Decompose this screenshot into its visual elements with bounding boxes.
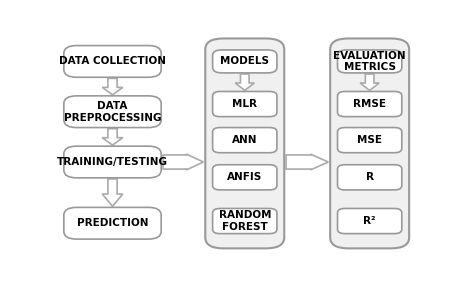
Text: TRAINING/TESTING: TRAINING/TESTING (57, 157, 168, 167)
Polygon shape (286, 154, 328, 170)
Text: MSE: MSE (357, 135, 382, 145)
Polygon shape (102, 78, 123, 95)
Polygon shape (360, 74, 379, 90)
Text: ANN: ANN (232, 135, 257, 145)
FancyBboxPatch shape (64, 207, 161, 239)
FancyBboxPatch shape (337, 91, 402, 117)
FancyBboxPatch shape (337, 208, 402, 234)
Text: RMSE: RMSE (353, 99, 386, 109)
Text: R²: R² (364, 216, 376, 226)
FancyBboxPatch shape (213, 128, 277, 153)
Text: ANFIS: ANFIS (227, 172, 263, 182)
Polygon shape (235, 74, 255, 90)
FancyBboxPatch shape (337, 128, 402, 153)
Text: R: R (365, 172, 374, 182)
Polygon shape (102, 129, 123, 145)
FancyBboxPatch shape (337, 50, 402, 73)
FancyBboxPatch shape (213, 50, 277, 73)
FancyBboxPatch shape (64, 45, 161, 77)
Text: MODELS: MODELS (220, 57, 269, 66)
Polygon shape (163, 154, 203, 170)
Text: DATA
PREPROCESSING: DATA PREPROCESSING (64, 101, 161, 122)
FancyBboxPatch shape (337, 165, 402, 190)
Text: MLR: MLR (232, 99, 257, 109)
FancyBboxPatch shape (205, 38, 284, 248)
FancyBboxPatch shape (64, 146, 161, 178)
Text: RANDOM
FOREST: RANDOM FOREST (219, 210, 271, 232)
Text: DATA COLLECTION: DATA COLLECTION (59, 57, 166, 66)
Text: EVALUATION
METRICS: EVALUATION METRICS (333, 51, 406, 72)
FancyBboxPatch shape (213, 91, 277, 117)
Polygon shape (102, 179, 123, 206)
FancyBboxPatch shape (330, 38, 409, 248)
Text: PREDICTION: PREDICTION (77, 218, 148, 228)
FancyBboxPatch shape (213, 208, 277, 234)
FancyBboxPatch shape (213, 165, 277, 190)
FancyBboxPatch shape (64, 96, 161, 128)
